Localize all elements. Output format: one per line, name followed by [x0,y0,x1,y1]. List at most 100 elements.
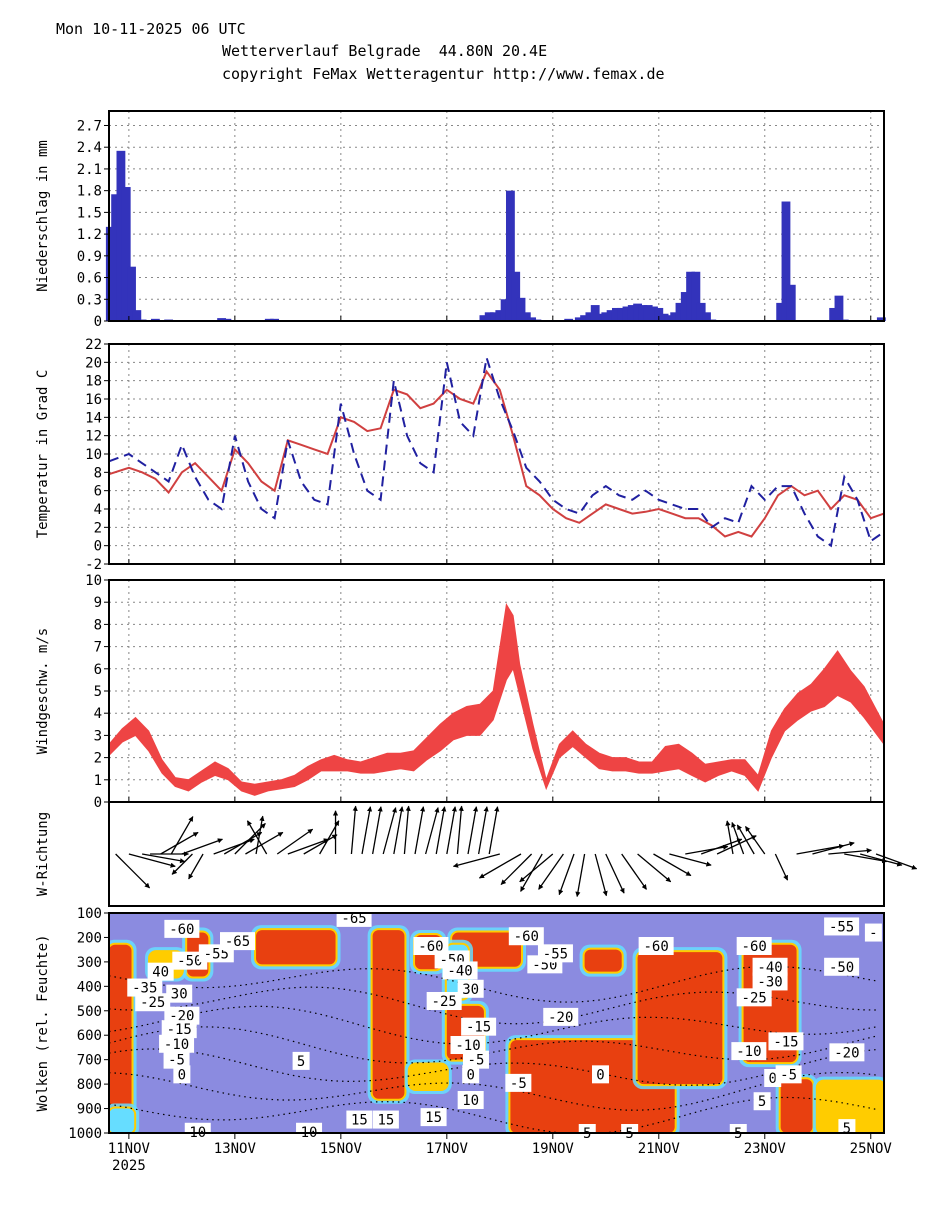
cloud-contour-label: -55 [824,917,860,936]
cloud-contour-label: -50 [824,957,860,976]
cloud-contour-label-box [462,1065,480,1084]
cloud-contour-label-text: 5 [758,1094,766,1110]
precipitation-bar [611,307,621,321]
cloud-y-tick-label: 1000 [68,1126,102,1142]
cloud-contour-label-text: -15 [167,1022,192,1038]
cloud-contour-label: -40 [442,961,478,980]
precipitation-bar [776,302,786,321]
cloud-contour-label-box [752,957,788,976]
cloud-contour-line [109,1096,878,1133]
wind-direction-arrow [621,853,648,890]
date-line: Mon 10-11-2025 06 UTC [56,20,246,38]
copyright-line: copyright FeMax Wetteragentur http://www… [222,65,665,83]
cloud-contour-label: 15 [420,1108,447,1127]
cloud-region [256,930,336,965]
cloud-contour-label-box [166,984,193,1003]
cloud-contour-label-box [775,1065,802,1084]
cloud-contour-label-box [864,923,882,942]
precipitation-bar [500,299,510,321]
cloud-contour-label-box [426,992,462,1010]
cloud-contour-label-text: -5 [468,1053,485,1069]
wind-speed-y-ticks: 0 1 2 3 4 5 6 7 8 9 10 [85,573,872,811]
cloud-contour-label: 15 [372,1110,399,1129]
cloud-contour-label-text: 15 [351,1113,368,1129]
wind-direction-arrow [875,853,918,870]
wind-direction-arrow [255,815,265,855]
cloud-contour-label-box [731,1042,767,1061]
temperature-frame [108,343,885,565]
cloud-contour-label: -60 [164,919,200,938]
cloud-contour-label: -65 [336,908,372,927]
wind-direction-arrow [128,853,176,868]
precipitation-bar [829,307,839,321]
temperature-y-tick-label: -2 [85,557,102,573]
year-label: 2025 [112,1158,146,1174]
wind-direction-arrow [488,806,500,855]
wind-direction-arrow [859,853,903,867]
cloud-contour-label: 5 [838,1119,856,1138]
time-axis-label: 23NOV [744,1141,787,1157]
wind-direction-arrow [171,853,193,875]
cloud-contour-label-text: -50 [829,960,854,976]
cloud-contour-label: -25 [736,988,772,1007]
cloud-contour-label: -60 [736,937,772,955]
precipitation-y-tick-label: 1.5 [77,205,102,221]
cloud-contour-line [109,965,878,1003]
cloud-contour-label-box [752,972,788,991]
temperature-y-tick-label: 22 [85,337,102,353]
cloud-contour-label: -35 [127,978,163,997]
temperature-y-tick-label: 18 [85,374,102,390]
cloud-contour-label: - [864,923,882,942]
wind-direction-arrow [637,853,672,883]
wind-direction-arrow [245,831,284,855]
precipitation-bar [659,313,669,321]
temperature-grid [109,343,884,565]
wind-speed-y-tick-label: 7 [94,640,102,656]
wind-direction-arrow [467,806,479,855]
wind-direction-arrow [452,853,500,868]
cloud-contour-label: -65 [220,932,256,951]
cloud-contour-line [109,1005,878,1045]
wind-direction-arrow [170,816,194,855]
cloud-contour-label-text: -5 [780,1067,797,1083]
chart-title: Wetterverlauf Belgrade 44.80N 20.4E [222,42,548,60]
precipitation-bar [680,292,690,321]
precipitation-bar [686,271,695,321]
cloud-contour-label: 5 [753,1092,771,1111]
cloud-contour-label-box [147,962,174,981]
cloud-contour-label-text: -25 [742,990,767,1006]
precipitation-bar [150,318,160,321]
wind-direction-arrow [653,853,692,877]
precipitation-frame [108,110,885,322]
time-axis-label: 25NOV [850,1141,893,1157]
wind-direction-arrow [844,853,888,864]
wind-speed-y-tick-label: 10 [85,573,102,589]
cloud-contour-label-box [457,1091,484,1109]
cloud-contour-label-box [462,1050,489,1069]
wind-direction-arrow [246,820,268,855]
precipitation-y-tick-label: 0 [94,314,102,330]
wind-direction-arrow [446,806,457,855]
wind-speed-y-tick-label: 3 [94,728,102,744]
precipitation-bar [691,271,701,321]
cloud-contour-label: -5 [462,1050,489,1069]
cloud-contour-label-text: 15 [377,1113,394,1129]
wind-direction-arrow [700,838,743,855]
cloud-contour-label-box [457,979,484,998]
cloud-contour-label-box [508,927,544,946]
cloud-contour-label-text: -40 [447,963,472,979]
cloud-contour-label-text: 0 [768,1071,776,1087]
cloud-contour-label-text: -5 [168,1053,185,1069]
cloud-y-tick-label: 900 [77,1102,102,1118]
cloud-region [109,944,132,1133]
cloud-contour-label-text: -65 [341,911,366,927]
cloud-y-tick-label: 600 [77,1028,102,1044]
wind-direction-arrow [435,806,447,855]
precipitation-bar [638,305,648,321]
cloud-y-tick-label: 700 [77,1053,102,1069]
precipitation-bar [121,187,131,321]
cloud-contour-label-box [543,1007,579,1026]
precipitation-bar [664,315,674,321]
